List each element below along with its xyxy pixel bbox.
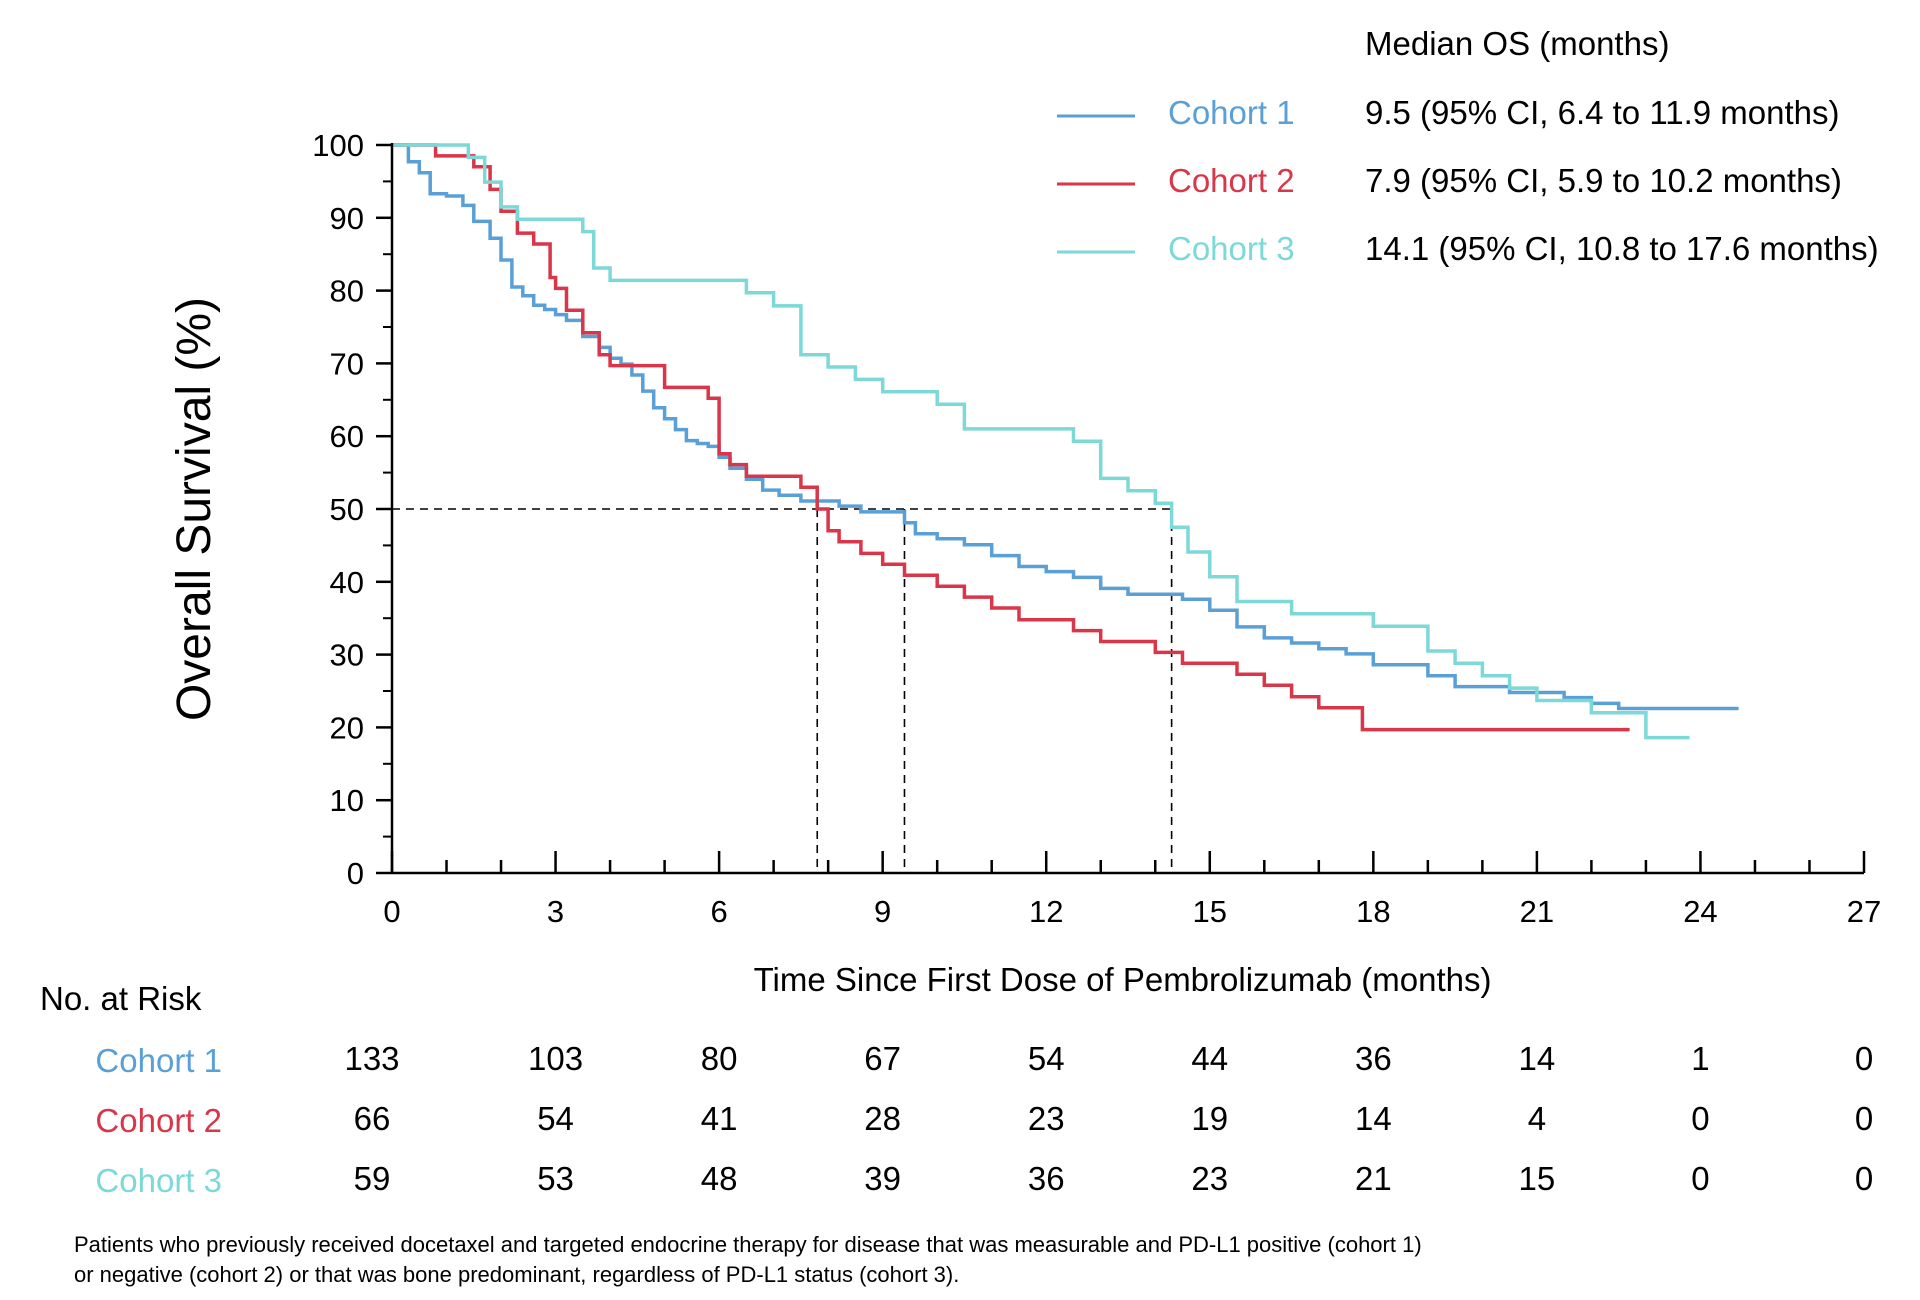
at-risk-value: 103	[528, 1040, 583, 1077]
y-axis-title: Overall Survival (%)	[168, 297, 221, 721]
x-tick-label-0: 0	[383, 894, 400, 929]
y-tick-label-0: 0	[347, 856, 364, 891]
at-risk-value: 36	[1355, 1040, 1392, 1077]
at-risk-value: 23	[1191, 1160, 1228, 1197]
at-risk-value: 0	[1691, 1160, 1709, 1197]
median-reference-lines	[392, 508, 1173, 873]
legend-label-2: Cohort 2	[1168, 162, 1295, 199]
at-risk-value: 54	[537, 1100, 574, 1137]
at-risk-value: 0	[1855, 1100, 1873, 1137]
at-risk-value: 14	[1355, 1100, 1392, 1137]
x-tick-label-9: 9	[874, 894, 891, 929]
footnote-line-2: or negative (cohort 2) or that was bone …	[74, 1262, 959, 1287]
legend-value-2: 7.9 (95% CI, 5.9 to 10.2 months)	[1365, 162, 1842, 199]
x-tick-label-12: 12	[1029, 894, 1063, 929]
legend-value-1: 9.5 (95% CI, 6.4 to 11.9 months)	[1365, 94, 1839, 131]
at-risk-value: 41	[701, 1100, 738, 1137]
survival-curves	[392, 143, 1739, 740]
y-tick-label-70: 70	[330, 346, 364, 381]
footnote-line-1: Patients who previously received docetax…	[74, 1232, 1422, 1257]
x-tick-label-15: 15	[1193, 894, 1227, 929]
at-risk-value: 0	[1855, 1160, 1873, 1197]
at-risk-value: 66	[354, 1100, 391, 1137]
at-risk-value: 53	[537, 1160, 574, 1197]
at-risk-value: 4	[1528, 1100, 1546, 1137]
y-tick-label-50: 50	[330, 492, 364, 527]
y-tick-label-10: 10	[330, 783, 364, 818]
series-line-cohort-2	[392, 143, 1630, 732]
legend-label-1: Cohort 1	[1168, 94, 1295, 131]
y-tick-label-90: 90	[330, 201, 364, 236]
at-risk-value: 23	[1028, 1100, 1065, 1137]
at-risk-value: 44	[1191, 1040, 1228, 1077]
x-tick-label-18: 18	[1356, 894, 1390, 929]
at-risk-value: 54	[1028, 1040, 1065, 1077]
at-risk-value: 133	[344, 1040, 399, 1077]
x-tick-label-3: 3	[547, 894, 564, 929]
at-risk-value: 0	[1691, 1100, 1709, 1137]
at-risk-value: 36	[1028, 1160, 1065, 1197]
y-tick-label-60: 60	[330, 419, 364, 454]
y-tick-label-100: 100	[312, 128, 364, 163]
at-risk-title: No. at Risk	[40, 980, 202, 1017]
x-axis-title: Time Since First Dose of Pembrolizumab (…	[754, 961, 1492, 998]
axes: 0 10 20 30 40 50 60 70 80 90 100 0 3 6 9 12 15 18 21 24 27 Ti…	[168, 128, 1881, 998]
series-line-cohort-3	[392, 143, 1690, 740]
at-risk-value: 21	[1355, 1160, 1392, 1197]
at-risk-value: 15	[1519, 1160, 1556, 1197]
y-tick-label-30: 30	[330, 638, 364, 673]
at-risk-value: 67	[864, 1040, 901, 1077]
at-risk-value: 19	[1191, 1100, 1228, 1137]
at-risk-value: 80	[701, 1040, 738, 1077]
at-risk-row-label-1: Cohort 1	[95, 1042, 222, 1079]
at-risk-value: 14	[1519, 1040, 1556, 1077]
legend-title: Median OS (months)	[1365, 25, 1669, 62]
at-risk-value: 39	[864, 1160, 901, 1197]
at-risk-value: 48	[701, 1160, 738, 1197]
at-risk-value: 0	[1855, 1040, 1873, 1077]
y-tick-label-80: 80	[330, 274, 364, 309]
at-risk-row-label-3: Cohort 3	[95, 1162, 222, 1199]
at-risk-value: 59	[354, 1160, 391, 1197]
x-tick-label-24: 24	[1683, 894, 1717, 929]
x-tick-label-27: 27	[1847, 894, 1881, 929]
legend-label-3: Cohort 3	[1168, 230, 1295, 267]
footnote: Patients who previously received docetax…	[74, 1232, 1422, 1287]
y-tick-label-20: 20	[330, 710, 364, 745]
at-risk-value: 1	[1691, 1040, 1709, 1077]
at-risk-row-label-2: Cohort 2	[95, 1102, 222, 1139]
x-tick-label-6: 6	[710, 894, 727, 929]
y-tick-label-40: 40	[330, 565, 364, 600]
legend-value-3: 14.1 (95% CI, 10.8 to 17.6 months)	[1365, 230, 1879, 267]
at-risk-value: 28	[864, 1100, 901, 1137]
legend: Median OS (months) Cohort 1 9.5 (95% CI, 6…	[1057, 25, 1879, 267]
series-line-cohort-1	[392, 143, 1739, 711]
x-tick-label-21: 21	[1520, 894, 1554, 929]
